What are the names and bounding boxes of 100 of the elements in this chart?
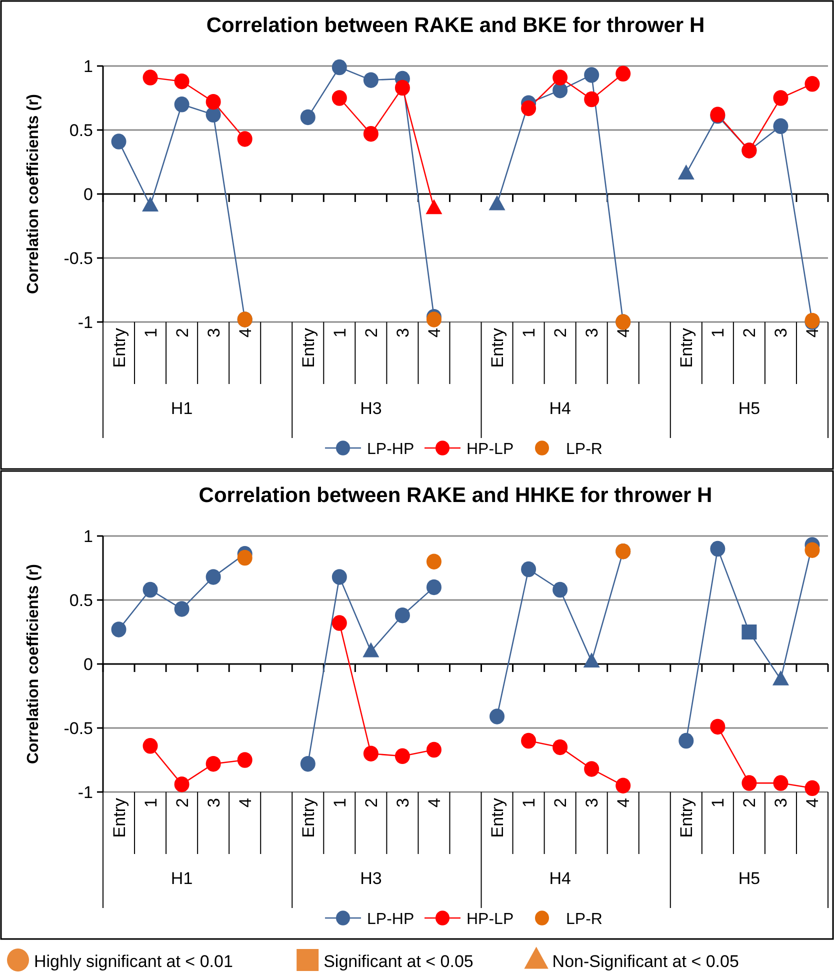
x-tick-label: 1 — [520, 798, 539, 808]
point — [363, 746, 378, 762]
point — [742, 624, 757, 640]
text: H1 — [170, 869, 193, 888]
x-tick-label: Entry — [677, 798, 696, 838]
x-tick-label: 4 — [803, 798, 822, 808]
x-tick-label: 2 — [740, 328, 760, 338]
x-tick-label: 1 — [708, 798, 728, 808]
point — [773, 118, 788, 134]
point — [804, 76, 820, 92]
point — [237, 131, 252, 147]
point — [363, 72, 378, 88]
x-tick-label: Entry — [298, 328, 318, 368]
x-tick-label: 1 — [141, 328, 160, 338]
x-tick-label: Entry — [488, 328, 508, 368]
text: H3 — [360, 869, 382, 888]
x-tick-label: 3 — [393, 798, 412, 808]
point — [616, 66, 631, 82]
point — [616, 778, 631, 794]
point — [362, 642, 380, 658]
x-tick-label: 2 — [362, 328, 381, 338]
text: H4 — [549, 399, 571, 418]
x-tick-label: 2 — [172, 328, 192, 338]
x-tick-label: 3 — [772, 798, 791, 808]
point — [678, 164, 694, 180]
x-tick-label: 4 — [803, 328, 822, 338]
point — [584, 67, 600, 83]
x-tick-label: 2 — [740, 798, 760, 808]
point — [142, 196, 159, 212]
text: H4 — [549, 869, 571, 888]
y-tick-label: 0 — [84, 655, 93, 674]
x-tick-label: 1 — [520, 328, 539, 338]
point — [142, 738, 158, 754]
text: H5 — [738, 399, 760, 418]
legend-label: HP-LP — [466, 441, 514, 458]
point — [426, 554, 442, 570]
x-tick-label: 2 — [172, 798, 192, 808]
point — [237, 550, 252, 566]
point — [363, 126, 378, 142]
point — [552, 739, 568, 756]
point — [332, 569, 347, 585]
point — [804, 542, 820, 558]
point — [742, 775, 757, 791]
y-axis-title: Correlation coefficients (r) — [25, 94, 42, 294]
x-tick-label: Entry — [110, 328, 129, 368]
point — [490, 708, 505, 724]
point — [584, 761, 600, 777]
y-tick-label: 1 — [84, 57, 93, 76]
point — [426, 742, 442, 758]
x-tick-label: 1 — [330, 798, 350, 808]
y-tick-label: -1 — [78, 313, 93, 332]
point — [394, 607, 410, 624]
text: H3 — [360, 399, 382, 418]
y-axis-title: Correlation coefficients (r) — [25, 564, 42, 764]
y-tick-label: -1 — [78, 783, 93, 802]
x-tick-label: 3 — [582, 328, 602, 338]
point — [552, 70, 568, 86]
x-tick-label: 3 — [204, 798, 224, 808]
legend-label: LP-HP — [367, 441, 414, 458]
point — [174, 776, 190, 792]
legend-label: LP-R — [566, 911, 602, 928]
point — [300, 756, 316, 772]
text: H1 — [170, 399, 193, 418]
x-tick-label: 1 — [330, 328, 350, 338]
point — [804, 780, 820, 796]
point — [426, 579, 442, 596]
legend-label: LP-R — [566, 441, 602, 458]
x-tick-label: 2 — [362, 798, 381, 808]
point — [394, 748, 410, 764]
point — [332, 59, 347, 76]
point — [488, 195, 506, 210]
point — [773, 90, 788, 106]
y-tick-label: -0.5 — [64, 249, 93, 268]
x-tick-label: 2 — [551, 328, 570, 338]
text: H5 — [738, 869, 760, 888]
legend-label: LP-HP — [367, 911, 414, 928]
x-tick-label: 4 — [236, 328, 255, 338]
point — [521, 732, 536, 749]
point — [111, 622, 126, 638]
point — [710, 540, 726, 557]
point — [332, 90, 347, 106]
x-tick-label: Entry — [110, 798, 129, 838]
text: Significant at < 0.05 — [324, 952, 474, 971]
x-tick-label: Entry — [298, 798, 318, 838]
x-tick-label: 3 — [393, 328, 412, 338]
chart-title: Correlation between RAKE and HHKE for thrower H — [198, 484, 712, 507]
point — [142, 70, 158, 86]
x-tick-label: 4 — [236, 798, 255, 808]
point — [142, 582, 158, 598]
point — [174, 73, 190, 90]
point — [206, 94, 221, 110]
point — [521, 100, 536, 116]
point — [300, 109, 316, 126]
point — [552, 82, 568, 98]
point — [521, 561, 536, 578]
text: Highly significant at < 0.01 — [34, 952, 233, 971]
point — [332, 615, 347, 631]
point — [710, 718, 726, 735]
y-tick-label: 0 — [84, 185, 93, 204]
y-tick-label: -0.5 — [64, 719, 93, 738]
